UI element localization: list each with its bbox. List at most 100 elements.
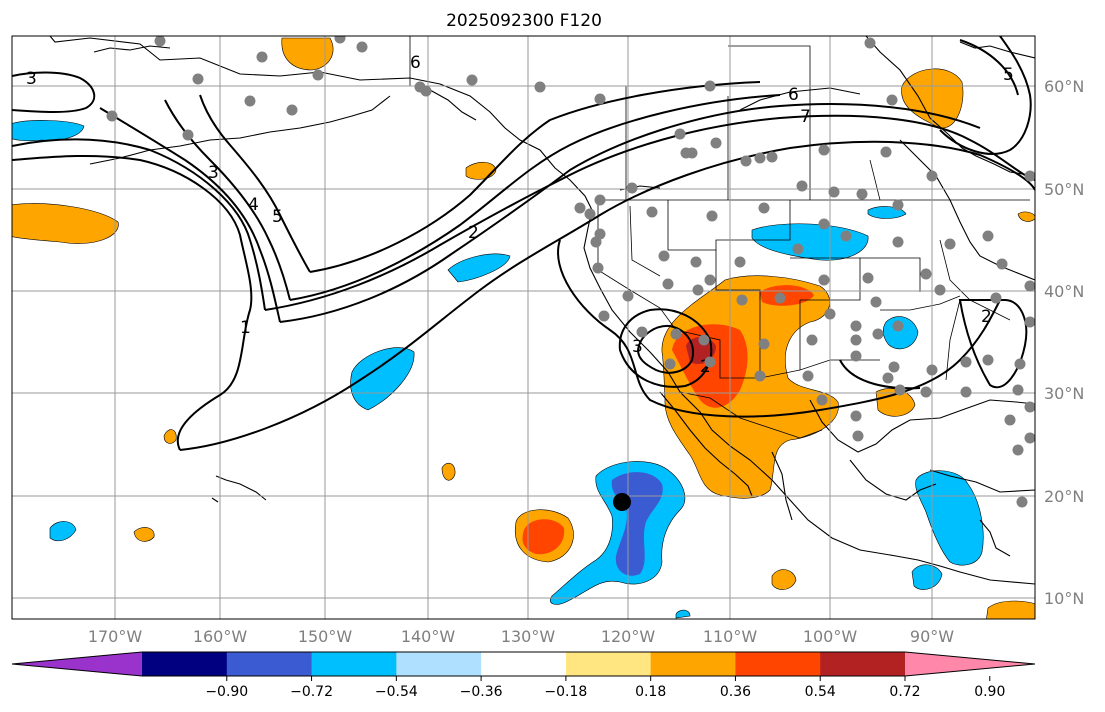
colorbar-tick-label: 0.54 <box>805 684 836 700</box>
positive-anomaly-area <box>281 37 334 71</box>
station-dot <box>792 243 804 255</box>
colorbar-tick-label: −0.90 <box>205 684 248 700</box>
station-dot <box>806 334 818 346</box>
station-dot <box>698 334 710 346</box>
station-markers <box>106 36 1035 508</box>
station-dot <box>312 69 324 81</box>
colorbar-extend-low <box>12 652 142 676</box>
lat-tick-label: 60°N <box>1044 77 1084 96</box>
contour-label: 5 <box>272 207 283 227</box>
station-dot <box>1012 384 1024 396</box>
colorbar-tick-label: 0.18 <box>635 684 666 700</box>
station-dot <box>686 147 698 159</box>
colorbar-labels: −0.90 −0.72 −0.54 −0.36 −0.18 0.18 0.36 0.54 0.7… <box>205 684 1005 700</box>
station-dot <box>1004 414 1016 426</box>
station-dot <box>534 81 546 93</box>
colorbar-tick-label: −0.72 <box>290 684 333 700</box>
contour-label: 7 <box>800 107 811 127</box>
contour-label: 6 <box>410 53 421 73</box>
station-dot <box>674 128 686 140</box>
station-dot <box>594 194 606 206</box>
colorbar-bin <box>650 652 736 676</box>
colorbar-tick-label: 0.36 <box>720 684 751 700</box>
station-dot <box>592 262 604 274</box>
station-dot <box>636 326 648 338</box>
station-dot <box>1024 401 1035 413</box>
station-dot <box>944 238 956 250</box>
station-dot <box>926 364 938 376</box>
station-dot <box>1024 432 1035 444</box>
colorbar-tick-label: 0.72 <box>889 684 920 700</box>
station-dot <box>862 272 874 284</box>
station-dot <box>106 110 118 122</box>
contour-label: 3 <box>208 163 219 183</box>
contour-label: 1 <box>240 318 251 338</box>
station-dot <box>816 394 828 406</box>
station-dot <box>594 93 606 105</box>
station-dot <box>244 95 256 107</box>
station-dot <box>882 372 894 384</box>
contour-lines <box>12 36 1035 451</box>
station-dot <box>758 202 770 214</box>
station-dot <box>704 80 716 92</box>
colorbar-tick-label: −0.36 <box>460 684 503 700</box>
negative-anomaly-area <box>915 470 984 566</box>
station-dot <box>622 290 634 302</box>
latitude-labels: 60°N 50°N 40°N 30°N 20°N 10°N <box>1044 77 1084 608</box>
station-dot <box>870 296 882 308</box>
station-dot <box>850 320 862 332</box>
station-dot <box>334 36 346 44</box>
station-dot <box>706 210 718 222</box>
positive-anomaly-area <box>986 600 1035 619</box>
station-dot <box>704 356 716 368</box>
negative-anomaly-area <box>911 564 943 590</box>
positive-anomaly-area <box>875 388 916 417</box>
station-dot <box>828 186 840 198</box>
station-dot <box>892 199 904 211</box>
station-dot <box>982 230 994 242</box>
station-dot <box>850 350 862 362</box>
negative-anomaly-area <box>49 521 77 542</box>
station-dot <box>192 73 204 85</box>
station-dot <box>1012 444 1024 456</box>
station-dot <box>286 104 298 116</box>
station-dot <box>802 370 814 382</box>
station-dot <box>920 386 932 398</box>
station-dot <box>990 292 1002 304</box>
contour-label: 6 <box>788 85 799 105</box>
station-dot <box>892 320 904 332</box>
station-dot <box>692 284 704 296</box>
station-dot <box>960 386 972 398</box>
station-dot <box>818 218 830 230</box>
colorbar-bin <box>735 652 821 676</box>
station-dot <box>736 294 748 306</box>
contour-label: 3 <box>632 337 643 357</box>
station-dot <box>690 256 702 268</box>
contour-labels: 1 2 3 4 5 6 7 3 2 3 6 5 2 <box>26 53 1014 377</box>
positive-anomaly-area <box>1017 211 1035 222</box>
station-dot <box>754 152 766 164</box>
station-dot <box>934 284 946 296</box>
lon-tick-label: 150°W <box>298 627 353 646</box>
station-dot <box>872 328 884 340</box>
station-dot <box>734 256 746 268</box>
colorbar-bin <box>396 652 482 676</box>
coastlines <box>49 36 1035 585</box>
station-dot <box>646 206 658 218</box>
lon-tick-label: 170°W <box>88 627 143 646</box>
contour-label: 5 <box>1003 65 1014 85</box>
station-dot <box>864 37 876 49</box>
colorbar-bin <box>311 652 397 676</box>
station-dot <box>740 155 752 167</box>
station-dot <box>926 170 938 182</box>
station-dot <box>1024 170 1035 182</box>
station-dot <box>892 236 904 248</box>
station-dot <box>840 230 852 242</box>
colorbar-bin <box>481 652 567 676</box>
station-dot <box>662 278 674 290</box>
contour-label: 2 <box>700 357 711 377</box>
colorbar-tick-label: −0.18 <box>544 684 587 700</box>
station-dot <box>888 361 900 373</box>
station-dot <box>824 308 836 320</box>
